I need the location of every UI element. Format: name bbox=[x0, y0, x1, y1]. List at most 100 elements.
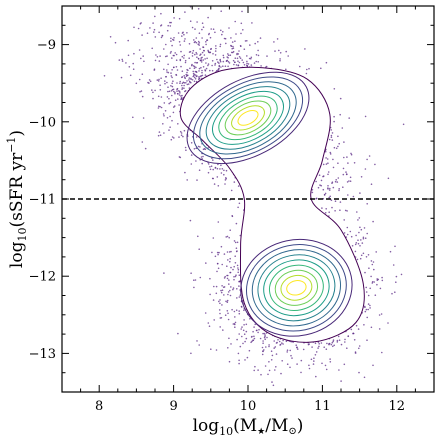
scatter-point bbox=[342, 186, 344, 188]
scatter-point bbox=[216, 69, 218, 72]
scatter-point bbox=[341, 127, 344, 129]
scatter-point bbox=[263, 349, 265, 351]
scatter-point bbox=[389, 250, 392, 253]
scatter-point bbox=[246, 60, 248, 63]
scatter-point bbox=[219, 299, 221, 301]
scatter-point bbox=[209, 277, 211, 280]
scatter-point bbox=[253, 62, 256, 64]
scatter-point bbox=[264, 338, 267, 341]
scatter-point bbox=[204, 58, 206, 60]
scatter-point bbox=[315, 375, 317, 378]
scatter-point bbox=[242, 342, 244, 345]
scatter-point bbox=[249, 44, 251, 46]
scatter-point bbox=[296, 363, 298, 365]
scatter-point bbox=[200, 59, 203, 61]
scatter-point bbox=[338, 189, 340, 192]
scatter-point bbox=[167, 24, 169, 27]
scatter-point bbox=[193, 80, 196, 83]
scatter-point bbox=[181, 84, 183, 87]
scatter-point bbox=[191, 55, 194, 57]
scatter-point bbox=[217, 185, 220, 187]
scatter-point bbox=[226, 56, 228, 58]
scatter-point bbox=[238, 312, 241, 315]
scatter-point bbox=[381, 351, 383, 354]
scatter-point bbox=[233, 276, 235, 278]
scatter-point bbox=[365, 308, 368, 311]
scatter-point bbox=[201, 51, 204, 54]
scatter-point bbox=[132, 116, 134, 119]
scatter-point bbox=[190, 272, 192, 275]
scatter-point bbox=[357, 219, 359, 221]
scatter-point bbox=[198, 248, 200, 250]
scatter-point bbox=[154, 36, 157, 38]
scatter-point bbox=[169, 25, 172, 27]
scatter-point bbox=[372, 261, 375, 263]
scatter-point bbox=[153, 28, 156, 31]
scatter-point bbox=[146, 32, 149, 34]
scatter-point bbox=[195, 37, 198, 39]
scatter-point bbox=[212, 177, 214, 180]
scatter-point bbox=[201, 37, 203, 39]
scatter-point bbox=[206, 57, 208, 60]
scatter-point bbox=[329, 195, 332, 198]
scatter-point bbox=[391, 292, 393, 295]
scatter-point bbox=[218, 300, 220, 303]
scatter-point bbox=[387, 322, 389, 324]
scatter-point bbox=[334, 210, 336, 212]
scatter-point bbox=[138, 49, 141, 51]
scatter-point bbox=[171, 85, 174, 88]
scatter-point bbox=[339, 97, 342, 100]
scatter-point bbox=[236, 264, 239, 267]
scatter-point bbox=[164, 55, 167, 58]
scatter-point bbox=[223, 37, 226, 40]
scatter-point bbox=[232, 59, 235, 62]
scatter-point bbox=[198, 32, 201, 34]
scatter-point bbox=[227, 65, 229, 68]
scatter-point bbox=[282, 339, 284, 342]
scatter-point bbox=[273, 41, 275, 43]
scatter-point bbox=[165, 43, 167, 46]
scatter-point bbox=[215, 349, 218, 351]
scatter-point bbox=[192, 49, 195, 52]
scatter-point bbox=[178, 41, 181, 43]
scatter-point bbox=[154, 15, 156, 18]
scatter-point bbox=[128, 66, 131, 68]
scatter-point bbox=[343, 141, 345, 143]
scatter-point bbox=[329, 396, 331, 398]
scatter-point bbox=[213, 285, 215, 288]
scatter-point bbox=[163, 115, 165, 117]
scatter-point bbox=[337, 335, 340, 338]
scatter-point bbox=[184, 11, 186, 13]
scatter-point bbox=[251, 335, 253, 338]
scatter-point bbox=[157, 95, 160, 98]
scatter-point bbox=[353, 339, 356, 341]
scatter-point bbox=[320, 184, 323, 187]
scatter-point bbox=[245, 323, 248, 326]
scatter-point bbox=[199, 276, 202, 279]
scatter-point bbox=[233, 310, 236, 313]
scatter-point bbox=[238, 50, 240, 52]
scatter-point bbox=[369, 304, 371, 307]
scatter-point bbox=[223, 253, 226, 255]
scatter-point bbox=[331, 139, 334, 141]
scatter-point bbox=[139, 91, 141, 93]
scatter-point bbox=[325, 61, 328, 64]
scatter-point bbox=[222, 60, 225, 63]
scatter-point bbox=[171, 82, 173, 85]
scatter-point bbox=[336, 181, 339, 183]
scatter-point bbox=[175, 59, 178, 61]
scatter-point bbox=[227, 347, 229, 349]
scatter-point bbox=[219, 168, 221, 170]
scatter-point bbox=[160, 12, 162, 15]
scatter-point bbox=[191, 64, 193, 67]
scatter-point bbox=[263, 332, 266, 335]
scatter-point bbox=[163, 132, 165, 134]
scatter-point bbox=[242, 29, 244, 31]
scatter-point bbox=[354, 351, 357, 353]
scatter-point bbox=[203, 50, 205, 52]
scatter-point bbox=[174, 52, 176, 54]
scatter-point bbox=[331, 206, 333, 209]
scatter-point bbox=[183, 82, 186, 84]
scatter-point bbox=[200, 156, 203, 158]
scatter-point bbox=[358, 347, 360, 350]
